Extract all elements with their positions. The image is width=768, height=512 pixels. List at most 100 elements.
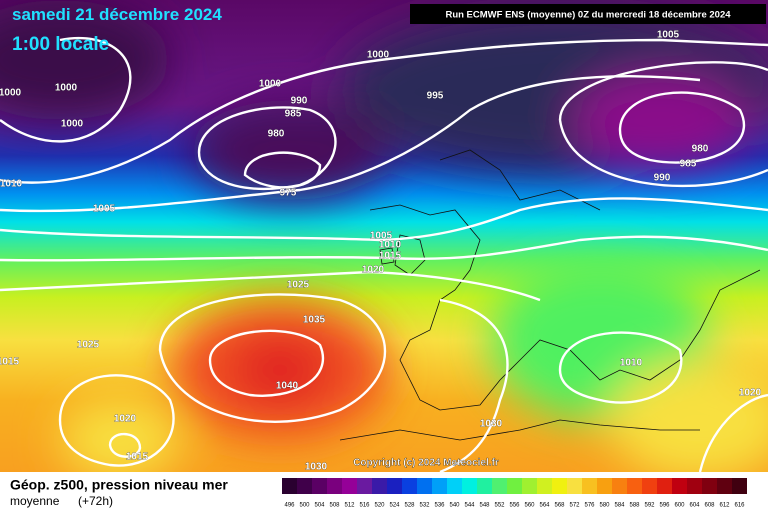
- scale-label: 520: [374, 503, 385, 509]
- scale-swatch: [387, 478, 402, 494]
- scale-label: 496: [284, 503, 295, 509]
- scale-swatch: [477, 478, 492, 494]
- scale-label: 544: [464, 503, 475, 509]
- isobar-label: 1020: [362, 265, 385, 276]
- isobar-label: 980: [692, 144, 709, 155]
- scale-label: 500: [299, 503, 310, 509]
- local-time: 1:00 locale: [12, 34, 109, 55]
- isobar-label: 1020: [114, 414, 137, 425]
- scale-label: 556: [509, 503, 520, 509]
- isobar-label: 1000: [61, 119, 84, 130]
- scale-swatch: [702, 478, 717, 494]
- scale-swatch: [567, 478, 582, 494]
- scale-label: 576: [584, 503, 595, 509]
- coastlines: [339, 149, 761, 441]
- date: samedi 21 décembre 2024: [12, 5, 222, 24]
- scale-swatch: [372, 478, 387, 494]
- scale-label: 564: [539, 503, 550, 509]
- scale-label: 560: [524, 503, 535, 509]
- scale-swatch: [522, 478, 537, 494]
- isobar-label: 990: [654, 173, 671, 184]
- scale-swatch: [537, 478, 552, 494]
- isobar-label: 1000: [259, 79, 282, 90]
- run-info-box: [410, 4, 766, 24]
- isobar-label: 1040: [276, 381, 299, 392]
- scale-label: 508: [329, 503, 340, 509]
- scale-swatch: [582, 478, 597, 494]
- scale-swatch: [312, 478, 327, 494]
- isobar-label: 1030: [480, 419, 503, 430]
- scale-swatch: [627, 478, 642, 494]
- scale-swatch: [597, 478, 612, 494]
- scale-swatch: [402, 478, 417, 494]
- scale-swatch: [342, 478, 357, 494]
- scale-label: 532: [419, 503, 430, 509]
- isobar-label: 1035: [303, 315, 326, 326]
- isobar-label: 1010: [620, 358, 643, 369]
- isobar-label: 1005: [370, 231, 393, 242]
- scale-label: 516: [359, 503, 370, 509]
- scale-swatch: [447, 478, 462, 494]
- scale-swatch: [492, 478, 507, 494]
- run-info: Run ECMWF ENS (moyenne) 0Z du mercredi 1…: [445, 10, 731, 21]
- copyright: Copyright (c) 2024 Meteociel.fr: [353, 458, 499, 469]
- isobar-label: 985: [680, 159, 697, 170]
- isobar-label: 1010: [0, 179, 23, 190]
- isobar-label: 1005: [93, 204, 116, 215]
- footer-title: Géop. z500, pression niveau mer: [10, 477, 228, 493]
- isobar-label: 1000: [55, 83, 78, 94]
- scale-label: 596: [659, 503, 670, 509]
- scale-swatch: [417, 478, 432, 494]
- isobar-label: 985: [285, 109, 302, 120]
- scale-swatch: [672, 478, 687, 494]
- scale-label: 584: [614, 503, 625, 509]
- scale-label: 504: [314, 503, 325, 509]
- scale-label: 588: [629, 503, 640, 509]
- scale-label: 540: [449, 503, 460, 509]
- isobar-label: 1025: [77, 340, 100, 351]
- scale-label: 604: [689, 503, 700, 509]
- scale-label: 608: [704, 503, 715, 509]
- scale-swatch: [357, 478, 372, 494]
- scale-swatch: [657, 478, 672, 494]
- scale-swatch: [552, 478, 567, 494]
- scale-label: 536: [434, 503, 445, 509]
- scale-swatch: [612, 478, 627, 494]
- isobar-label: 1005: [657, 30, 680, 41]
- isobar-label: 1010: [379, 240, 402, 251]
- scale-label: 548: [479, 503, 490, 509]
- scale-swatch: [642, 478, 657, 494]
- isobar-label: 990: [291, 96, 308, 107]
- scale-label: 528: [404, 503, 415, 509]
- isobar-label: 1030: [305, 462, 328, 473]
- scale-label: 616: [734, 503, 745, 509]
- isobar-label: 1015: [379, 251, 402, 262]
- isobar-label: 1020: [739, 388, 762, 399]
- isobar-label: 975: [280, 188, 297, 199]
- scale-swatch: [717, 478, 732, 494]
- isobar-label: 1015: [0, 357, 20, 368]
- isobar-label: 1025: [287, 280, 310, 291]
- scale-swatch: [297, 478, 312, 494]
- scale-swatch: [282, 478, 297, 494]
- scale-swatch: [687, 478, 702, 494]
- scale-label: 612: [719, 503, 730, 509]
- scale-swatch: [432, 478, 447, 494]
- isobar-label: 980: [268, 129, 285, 140]
- scale-label: 592: [644, 503, 655, 509]
- scale-label: 600: [674, 503, 685, 509]
- footer-lead: (+72h): [78, 494, 113, 508]
- isobar-label: 995: [427, 91, 444, 102]
- isobar-label: 1000: [0, 88, 22, 99]
- isobars: [0, 36, 768, 474]
- scale-label: 512: [344, 503, 355, 509]
- scale-label: 572: [569, 503, 580, 509]
- isobar-label: 1000: [367, 50, 390, 61]
- footer-mode: moyenne: [10, 494, 60, 508]
- scale-label: 568: [554, 503, 565, 509]
- scale-swatch: [507, 478, 522, 494]
- scale-swatch: [327, 478, 342, 494]
